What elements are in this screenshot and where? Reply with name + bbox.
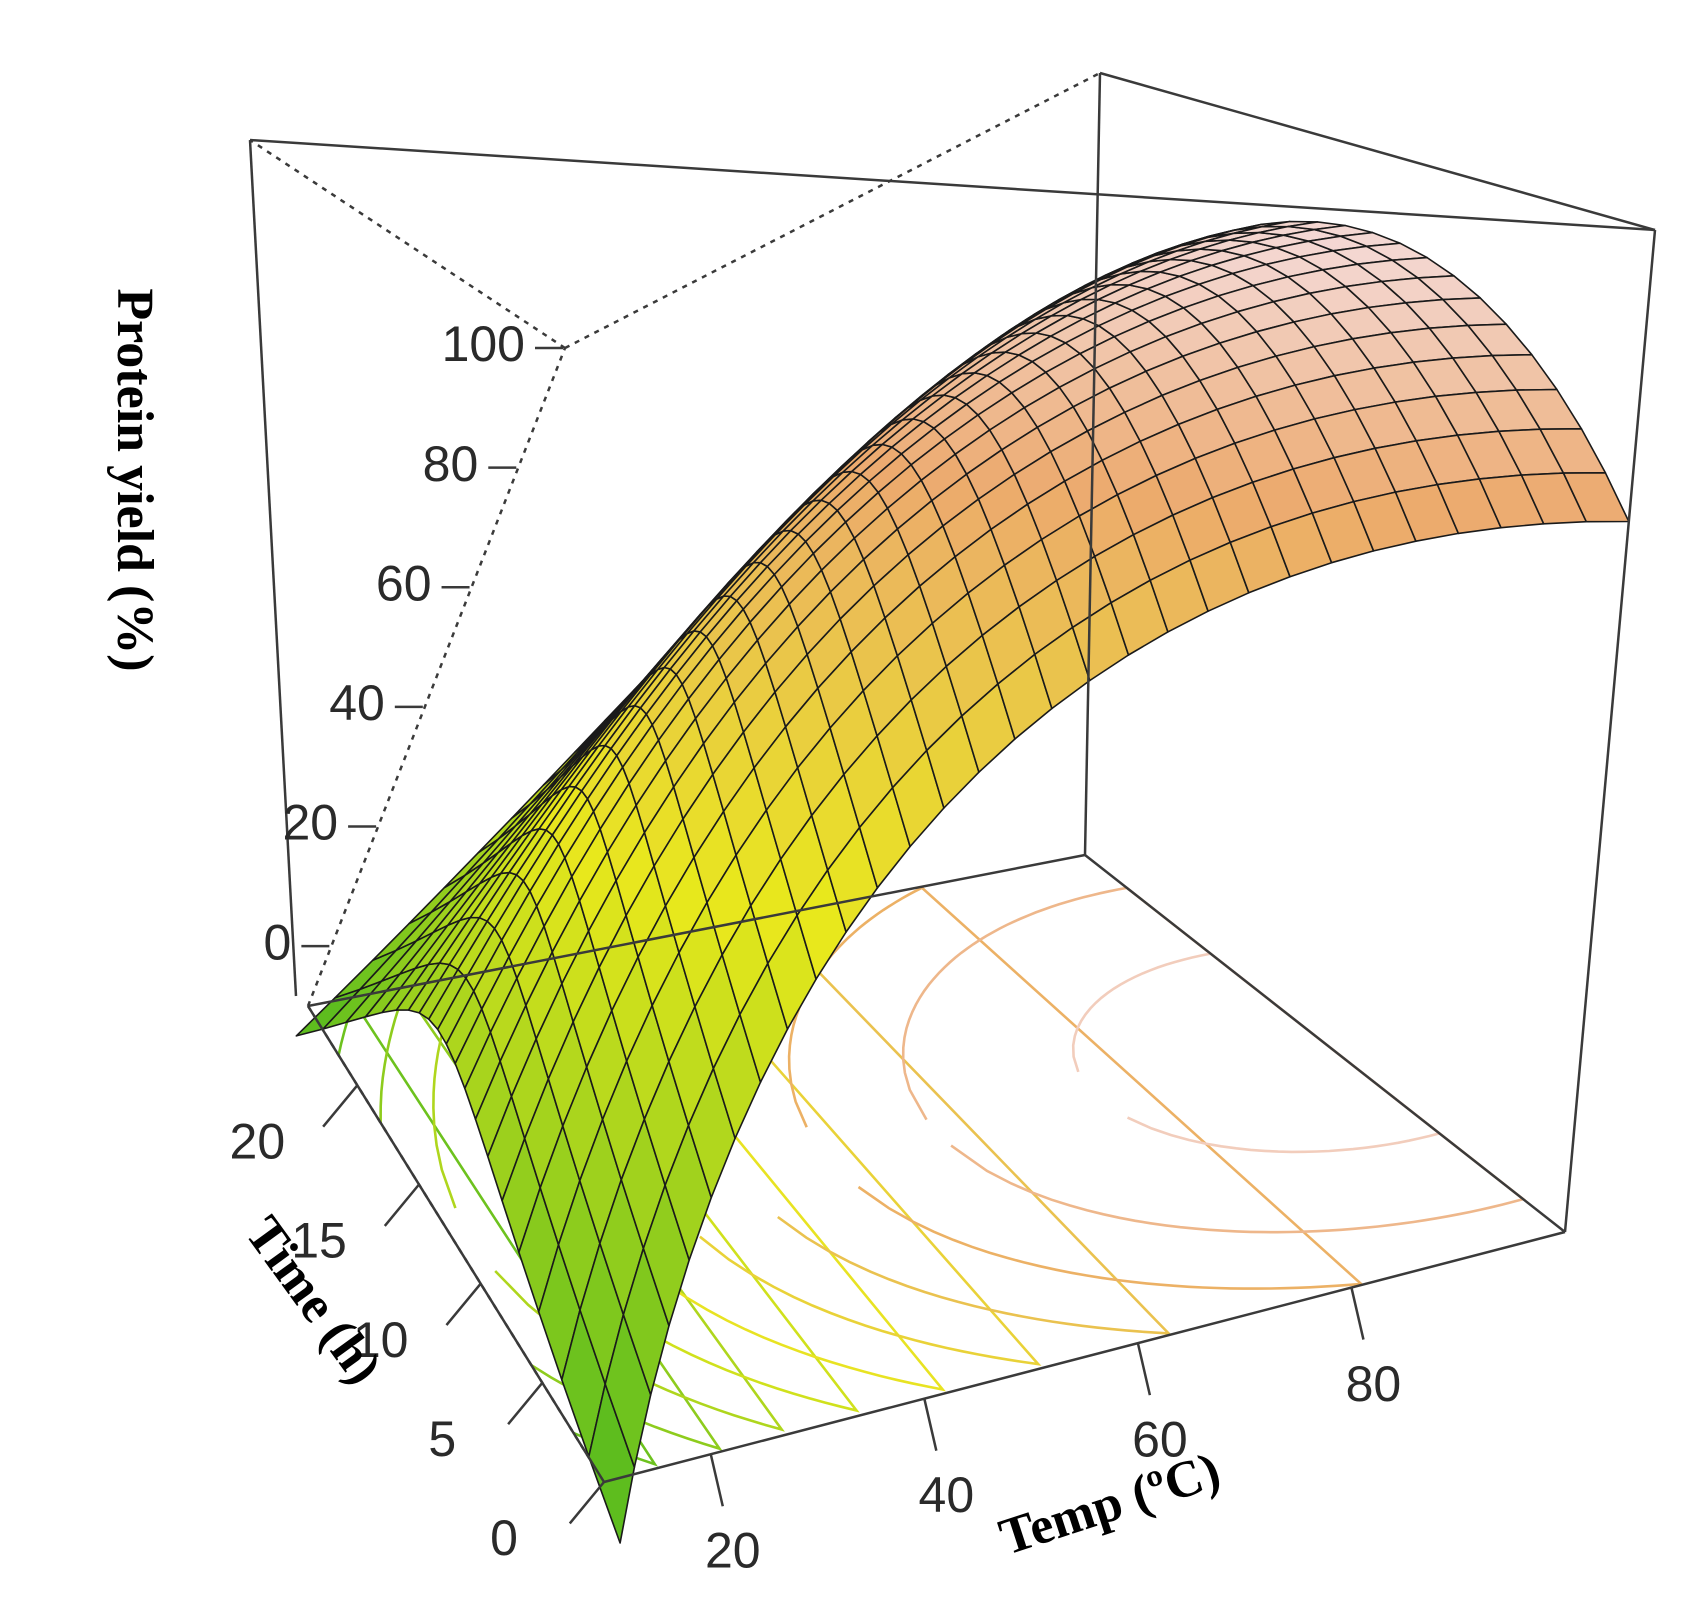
box-back-edges bbox=[249, 71, 1101, 1483]
y-tick bbox=[568, 1481, 605, 1525]
x-tick-label: 60 bbox=[1132, 1411, 1188, 1467]
y-tick bbox=[383, 1183, 420, 1227]
box-edge bbox=[307, 853, 1086, 1008]
x-tick bbox=[1136, 1342, 1152, 1396]
box-edge bbox=[1563, 229, 1657, 1233]
z-tick-label: 60 bbox=[376, 555, 432, 611]
z-tick-label: 100 bbox=[442, 316, 525, 372]
box-edge bbox=[603, 1230, 1566, 1484]
y-tick-label: 20 bbox=[230, 1114, 286, 1170]
x-tick-label: 80 bbox=[1346, 1356, 1402, 1412]
box-edge-hidden bbox=[564, 71, 1101, 350]
x-tick bbox=[709, 1453, 724, 1507]
y-tick bbox=[445, 1282, 482, 1326]
box-edge bbox=[1084, 854, 1566, 1233]
box-edge bbox=[249, 138, 1656, 232]
box-edge bbox=[1083, 72, 1102, 856]
box-edge-hidden bbox=[249, 138, 566, 350]
x-tick-label: 40 bbox=[919, 1467, 975, 1523]
box-edge bbox=[248, 139, 298, 997]
y-tick-label: 15 bbox=[291, 1213, 347, 1269]
z-tick-label: 0 bbox=[264, 914, 292, 970]
y-tick-label: 10 bbox=[353, 1312, 409, 1368]
x-tick bbox=[1350, 1287, 1365, 1340]
box-edge bbox=[1099, 71, 1656, 232]
z-axis-title: Protein yield (%) bbox=[106, 288, 163, 671]
z-tick-label: 20 bbox=[282, 795, 338, 851]
z-tick-label: 40 bbox=[329, 675, 385, 731]
x-tick-label: 20 bbox=[705, 1522, 761, 1578]
box-edge-hidden bbox=[306, 347, 567, 1007]
y-tick bbox=[322, 1084, 359, 1128]
surface-facet bbox=[1562, 471, 1630, 523]
y-tick bbox=[507, 1382, 544, 1426]
y-tick-label: 0 bbox=[490, 1510, 518, 1566]
y-tick-label: 5 bbox=[428, 1411, 456, 1467]
z-tick-label: 80 bbox=[423, 436, 479, 492]
x-tick bbox=[923, 1398, 938, 1451]
